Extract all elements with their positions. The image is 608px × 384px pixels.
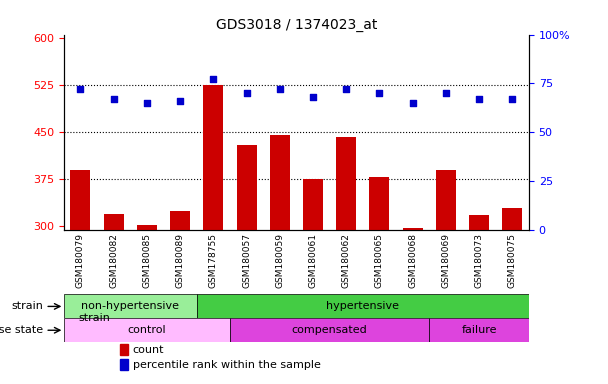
Point — [441, 90, 451, 96]
Bar — [64, 295, 197, 318]
Text: strain: strain — [78, 313, 111, 323]
Bar — [336, 137, 356, 384]
Bar — [64, 318, 230, 342]
Text: percentile rank within the sample: percentile rank within the sample — [133, 360, 320, 370]
Point — [209, 76, 218, 83]
Bar — [436, 170, 456, 384]
Text: GSM180089: GSM180089 — [176, 233, 185, 288]
Point — [341, 86, 351, 92]
Text: disease state: disease state — [0, 325, 43, 335]
Point — [142, 100, 152, 106]
Bar — [197, 295, 529, 318]
Text: GSM180062: GSM180062 — [342, 233, 351, 288]
Bar — [203, 85, 223, 384]
Text: control: control — [128, 325, 166, 335]
Bar — [237, 145, 257, 384]
Bar — [71, 170, 91, 384]
Point — [175, 98, 185, 104]
Bar — [502, 207, 522, 384]
Bar — [120, 359, 128, 370]
Bar — [137, 225, 157, 384]
Text: compensated: compensated — [292, 325, 367, 335]
Point — [75, 86, 85, 92]
Bar — [402, 228, 423, 384]
Text: GSM180068: GSM180068 — [408, 233, 417, 288]
Point — [242, 90, 252, 96]
Bar — [230, 318, 429, 342]
Point — [109, 96, 119, 102]
Point — [508, 96, 517, 102]
Text: GSM180085: GSM180085 — [142, 233, 151, 288]
Point — [275, 86, 285, 92]
Text: GSM180057: GSM180057 — [242, 233, 251, 288]
Text: GSM180082: GSM180082 — [109, 233, 118, 288]
Point — [375, 90, 384, 96]
Bar — [469, 215, 489, 384]
Text: GSM180075: GSM180075 — [508, 233, 517, 288]
Bar — [170, 211, 190, 384]
Text: hypertensive: hypertensive — [326, 301, 399, 311]
Text: GSM180061: GSM180061 — [308, 233, 317, 288]
Bar — [120, 344, 128, 355]
Text: GSM180069: GSM180069 — [441, 233, 451, 288]
Point — [474, 96, 484, 102]
Bar — [303, 179, 323, 384]
Text: count: count — [133, 345, 164, 355]
Bar — [429, 318, 529, 342]
Text: non-hypertensive: non-hypertensive — [81, 301, 179, 311]
Text: GSM180059: GSM180059 — [275, 233, 285, 288]
Bar — [270, 135, 290, 384]
Point — [308, 94, 318, 100]
Title: GDS3018 / 1374023_at: GDS3018 / 1374023_at — [216, 18, 377, 32]
Text: GSM180065: GSM180065 — [375, 233, 384, 288]
Text: GSM180073: GSM180073 — [475, 233, 483, 288]
Point — [408, 100, 418, 106]
Bar — [104, 214, 123, 384]
Text: GSM180079: GSM180079 — [76, 233, 85, 288]
Text: GSM178755: GSM178755 — [209, 233, 218, 288]
Bar — [370, 177, 389, 384]
Text: strain: strain — [11, 301, 43, 311]
Text: failure: failure — [461, 325, 497, 335]
